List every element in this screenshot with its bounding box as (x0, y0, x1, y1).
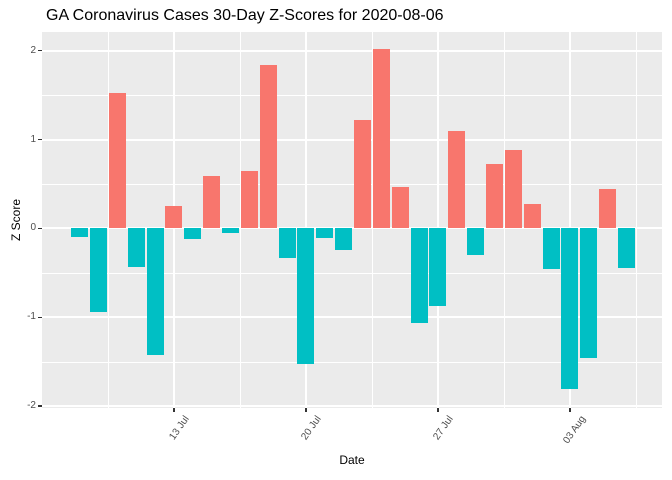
bar-negative (278, 228, 296, 258)
x-tick-label: 20 Jul (299, 414, 324, 443)
bar-negative (297, 228, 315, 365)
gridline-y-minor (42, 361, 662, 363)
bar-positive (372, 48, 390, 229)
bar-positive (448, 130, 466, 229)
y-tick-mark (38, 316, 42, 319)
x-axis-title: Date (339, 453, 365, 467)
chart-title: GA Coronavirus Cases 30-Day Z-Scores for… (46, 7, 444, 24)
bar-negative (542, 228, 560, 270)
bar-negative (561, 228, 579, 390)
bar-negative (184, 228, 202, 240)
bar-positive (486, 163, 504, 229)
x-tick-label: 13 Jul (167, 414, 193, 443)
plot-panel (42, 32, 662, 408)
gridline-x-minor (371, 32, 373, 408)
gridline-y-minor (42, 184, 662, 185)
bar-negative (90, 228, 108, 312)
x-tick-label: 03 Aug (561, 414, 588, 446)
bar-positive (165, 206, 183, 229)
gridline-y-minor (42, 272, 662, 274)
gridline-y-major (42, 49, 662, 52)
gridline-y-major (42, 405, 662, 408)
gridline-x-minor (239, 32, 241, 408)
bar-positive (523, 203, 541, 229)
y-axis-title: Z Score (9, 198, 23, 242)
y-tick-label: -1 (27, 311, 36, 323)
bar-negative (467, 228, 485, 256)
bar-positive (259, 64, 277, 229)
bar-negative (410, 228, 428, 323)
gridline-x-major (304, 32, 307, 408)
y-tick-mark (38, 49, 42, 52)
y-tick-mark (38, 405, 42, 407)
bar-positive (391, 186, 409, 229)
y-tick-mark (38, 138, 42, 141)
y-tick-label: 2 (30, 44, 36, 56)
x-tick-mark (305, 408, 307, 412)
gridline-y-major (42, 138, 662, 141)
bar-negative (146, 228, 164, 355)
bar-positive (203, 176, 221, 229)
bar-positive (240, 170, 258, 229)
bar-negative (127, 228, 145, 267)
bar-negative (335, 228, 353, 250)
bar-positive (108, 93, 126, 229)
x-tick-label: 27 Jul (431, 414, 456, 443)
gridline-x-minor (503, 32, 505, 408)
gridline-x-minor (107, 32, 109, 408)
gridline-x-minor (635, 32, 637, 408)
x-tick-mark (437, 408, 439, 412)
y-tick-label: 1 (30, 133, 36, 145)
bar-positive (504, 150, 522, 229)
x-tick-mark (569, 408, 571, 412)
gridline-x-major (568, 32, 571, 408)
bar-negative (316, 228, 334, 239)
bar-positive (599, 189, 617, 229)
bar-positive (354, 120, 372, 229)
bar-negative (618, 228, 636, 269)
y-tick-label: 0 (30, 222, 36, 234)
gridline-x-major (436, 32, 439, 408)
y-tick-mark (38, 227, 42, 230)
bar-negative (71, 228, 89, 238)
bar-negative (222, 228, 240, 233)
gridline-y-major (42, 316, 662, 319)
bar-negative (580, 228, 598, 359)
x-tick-mark (173, 408, 175, 412)
gridline-y-minor (42, 95, 662, 97)
bar-negative (429, 228, 447, 306)
y-tick-label: -2 (27, 400, 36, 412)
